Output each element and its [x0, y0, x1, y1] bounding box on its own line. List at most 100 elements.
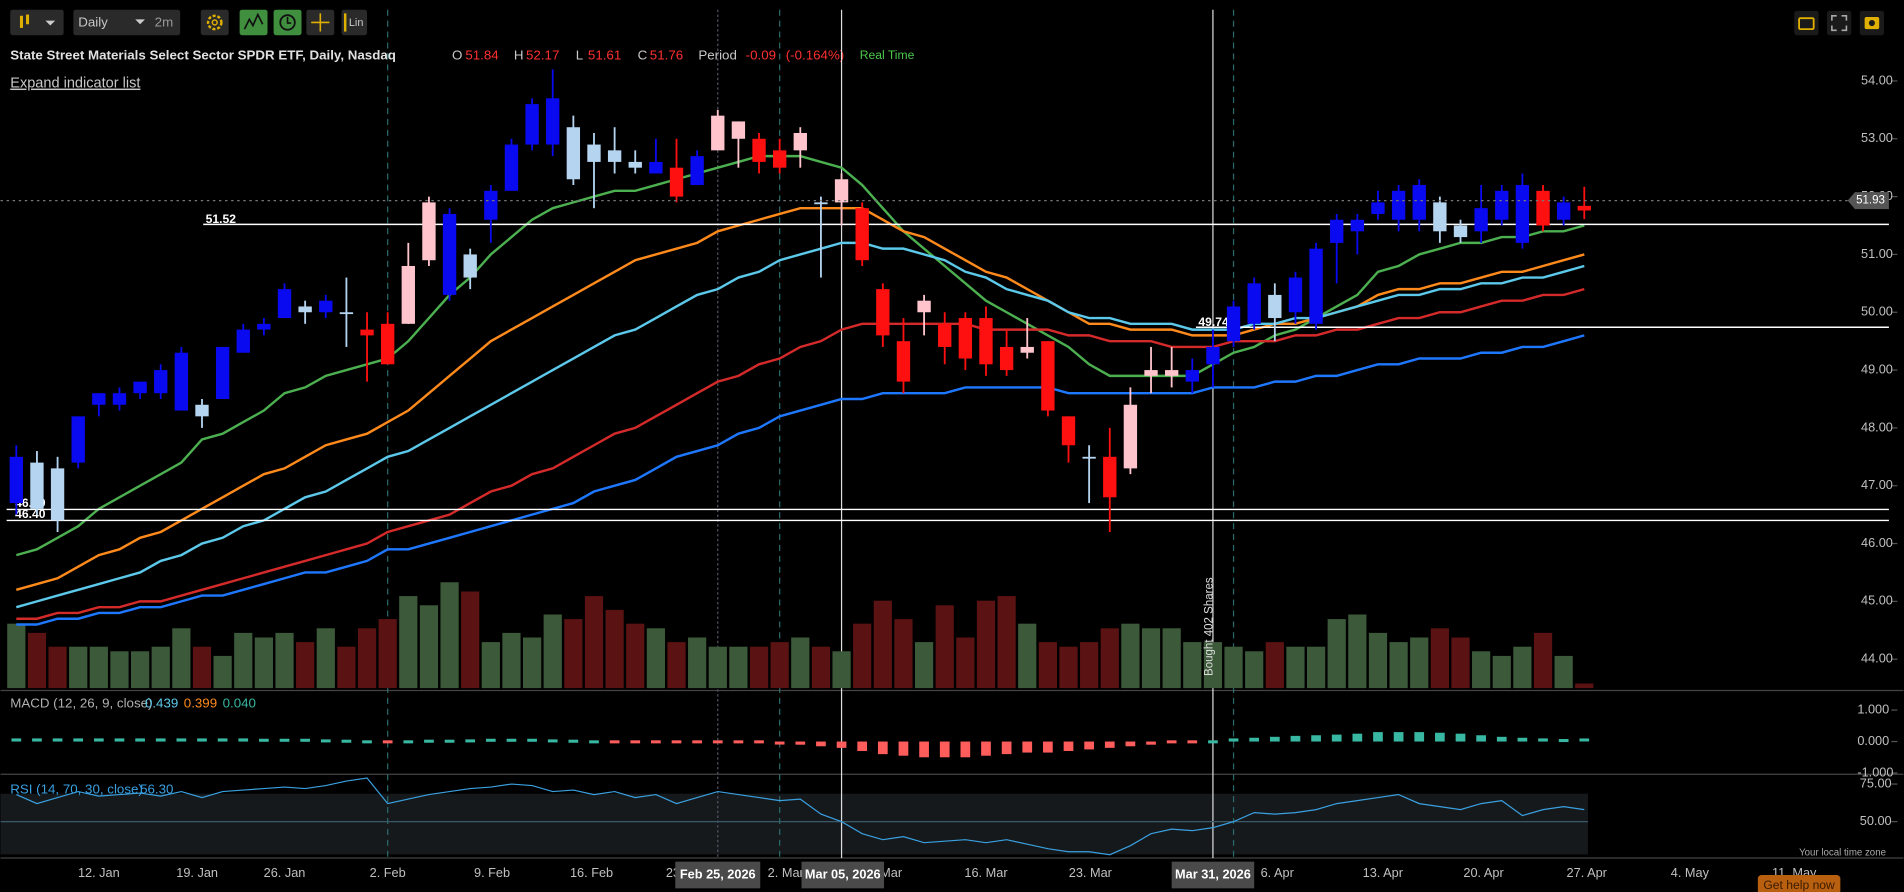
macd-bar — [1022, 741, 1033, 753]
volume-bar — [213, 655, 232, 689]
candle-body — [896, 341, 911, 382]
volume-bar — [1348, 614, 1367, 689]
settings-button[interactable] — [200, 9, 229, 36]
volume-bar — [1121, 623, 1140, 689]
volume-bar — [1389, 642, 1408, 689]
macd-bar — [877, 741, 888, 755]
volume-bar — [378, 619, 397, 689]
candle-body — [546, 98, 560, 145]
macd-bar — [1146, 741, 1156, 745]
volume-bar — [1327, 619, 1346, 689]
low-label: L — [576, 47, 583, 62]
volume-bar — [1286, 646, 1305, 689]
macd-bar — [609, 740, 620, 744]
candle-body — [566, 127, 581, 180]
macd-bar — [898, 741, 909, 756]
volume-bar — [296, 642, 315, 689]
macd-bar — [857, 741, 868, 751]
candle-body — [1433, 202, 1447, 232]
macd-tick-label: -1.000 — [1857, 764, 1893, 779]
close-value: 51.76 — [650, 47, 683, 62]
macd-bar — [1579, 738, 1590, 742]
volume-bar — [1141, 628, 1161, 689]
macd-bar — [547, 739, 558, 743]
macd-bar — [1125, 741, 1136, 747]
candle-body — [752, 138, 766, 162]
volume-bar — [976, 600, 996, 689]
candle-body — [463, 254, 477, 278]
gear-icon — [206, 14, 223, 31]
candle-body — [380, 323, 395, 365]
macd-bar — [919, 741, 929, 758]
scale: Lin — [349, 17, 364, 29]
macd-bar — [1104, 741, 1115, 748]
date-marker: Feb 25, 2026 — [680, 866, 756, 881]
help-button[interactable] — [1757, 875, 1841, 892]
last-price-label: 51.93 — [1856, 195, 1885, 207]
macd-bar — [754, 740, 764, 744]
volume-bar — [1224, 646, 1243, 689]
volume-bar — [770, 642, 789, 689]
candle-body — [257, 323, 271, 330]
share-button[interactable] — [1794, 10, 1819, 36]
interval-dropdown[interactable] — [73, 9, 181, 36]
volume-bar — [357, 628, 377, 689]
candle-body — [1123, 404, 1138, 469]
icon — [19, 15, 23, 28]
candle-body — [484, 190, 498, 220]
volume-bar — [956, 637, 975, 689]
chart-style-button[interactable] — [10, 9, 64, 36]
macd-bar — [155, 738, 166, 742]
volume-bar — [1554, 655, 1573, 689]
macd-bar — [73, 738, 84, 742]
help-label: Get help now — [1763, 878, 1835, 892]
volume-bar — [461, 591, 480, 689]
x-tick-label: 12. Jan — [78, 865, 120, 880]
macd-bar — [300, 738, 311, 742]
candle-body — [1247, 283, 1261, 324]
date-marker: Mar 31, 2026 — [1175, 866, 1251, 881]
macd-bar — [382, 740, 393, 744]
candle-body — [1206, 346, 1220, 365]
volume-bar — [1533, 632, 1553, 689]
macd-bar — [836, 741, 847, 748]
dropdown-arrow — [45, 20, 56, 26]
chart-title: State Street Materials Select Sector SPD… — [10, 47, 396, 62]
fullscreen-button[interactable] — [1827, 10, 1852, 36]
volume-bar — [27, 632, 47, 689]
macd-bar — [1414, 732, 1425, 742]
volume-bar — [873, 600, 892, 689]
macd-bar — [52, 738, 63, 742]
volume-bar — [646, 628, 665, 689]
scale-button[interactable] — [341, 9, 368, 36]
volume-bar — [1183, 642, 1202, 689]
expand-link[interactable]: Expand indicator list — [10, 76, 140, 92]
aggregation: 2m — [155, 15, 174, 30]
open-value: 51.84 — [465, 47, 499, 62]
x-tick-label: 6. Apr — [1261, 865, 1295, 880]
rsi-title: RSI (14, 70, 30, close) — [10, 782, 143, 797]
macd-bar — [341, 739, 352, 743]
volume-bar — [337, 646, 356, 689]
macd-bar — [197, 738, 207, 742]
macd-bar — [444, 739, 455, 743]
volume-bar — [853, 623, 872, 689]
macd-bar — [1496, 736, 1507, 742]
date-marker: Mar 05, 2026 — [805, 866, 881, 881]
macd-bar — [93, 738, 104, 742]
macd-bar — [259, 738, 269, 742]
candle-body — [525, 104, 539, 145]
macd-bar — [11, 738, 22, 742]
volume-bar — [130, 651, 150, 689]
macd-bar — [651, 740, 661, 744]
volume-bar — [832, 651, 851, 689]
moving-average — [15, 241, 1585, 609]
candle-body — [1412, 185, 1426, 220]
volume-bar — [399, 596, 418, 689]
candle-body — [1515, 185, 1530, 243]
candle-body — [112, 393, 127, 405]
volume-bar — [275, 632, 294, 689]
volume-bar — [110, 651, 129, 689]
icon — [343, 13, 347, 32]
candle-body — [1350, 219, 1365, 232]
